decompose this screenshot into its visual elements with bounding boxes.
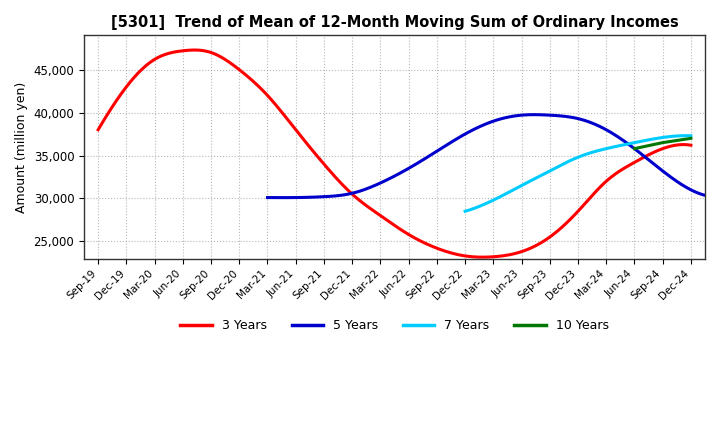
Line: 10 Years: 10 Years (634, 138, 691, 149)
5 Years (265, 195, 274, 200)
3 Years (446, 250, 455, 256)
7 Years (651, 136, 660, 141)
Y-axis label: Amount (million yen): Amount (million yen) (15, 81, 28, 213)
10 Years (630, 146, 639, 151)
7 Years (595, 148, 604, 153)
7 Years (665, 134, 674, 139)
7 Years (595, 148, 603, 153)
5 Years (529, 112, 538, 117)
5 Years (647, 159, 655, 165)
10 Years (658, 140, 667, 145)
7 Years (461, 209, 469, 214)
Line: 7 Years: 7 Years (465, 136, 691, 211)
3 Years (459, 253, 467, 258)
5 Years (535, 112, 544, 117)
5 Years (264, 195, 272, 200)
5 Years (534, 112, 542, 117)
7 Years (462, 209, 470, 214)
Title: [5301]  Trend of Mean of 12-Month Moving Sum of Ordinary Incomes: [5301] Trend of Mean of 12-Month Moving … (111, 15, 678, 30)
3 Years (635, 157, 644, 162)
3 Years (687, 143, 696, 148)
Legend: 3 Years, 5 Years, 7 Years, 10 Years: 3 Years, 5 Years, 7 Years, 10 Years (176, 314, 613, 337)
7 Years (599, 147, 608, 152)
3 Years (478, 254, 487, 260)
3 Years (191, 48, 199, 53)
Line: 3 Years: 3 Years (98, 50, 691, 257)
10 Years (687, 136, 696, 141)
7 Years (687, 133, 696, 139)
3 Years (598, 183, 606, 188)
3 Years (449, 251, 457, 256)
Line: 5 Years: 5 Years (268, 115, 719, 198)
3 Years (96, 124, 104, 129)
5 Years (715, 194, 720, 199)
5 Years (543, 112, 552, 117)
5 Years (675, 181, 684, 186)
3 Years (94, 127, 102, 132)
5 Years (279, 195, 287, 200)
7 Years (681, 133, 690, 138)
